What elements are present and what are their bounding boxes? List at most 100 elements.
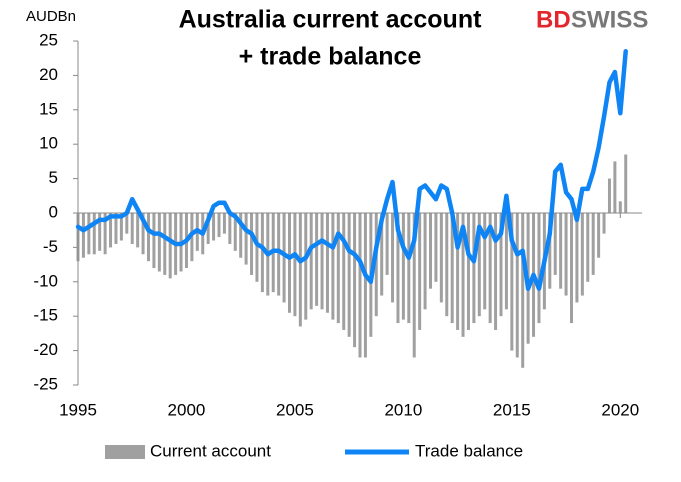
bar bbox=[260, 213, 264, 293]
bar bbox=[206, 213, 210, 244]
bar bbox=[521, 213, 525, 368]
bar bbox=[412, 213, 416, 358]
bar bbox=[385, 213, 389, 275]
x-tick-label: 2010 bbox=[384, 400, 422, 419]
bar bbox=[445, 213, 449, 317]
bar bbox=[396, 213, 400, 324]
bar bbox=[358, 213, 362, 358]
bar bbox=[168, 213, 172, 279]
bar bbox=[472, 213, 476, 324]
bar bbox=[277, 213, 281, 296]
bar bbox=[456, 213, 460, 330]
bar bbox=[461, 213, 465, 337]
bar bbox=[423, 213, 427, 310]
bar bbox=[309, 213, 313, 310]
bar bbox=[510, 213, 514, 351]
bar bbox=[575, 213, 579, 303]
bar bbox=[239, 213, 243, 258]
bar bbox=[244, 213, 248, 265]
bar bbox=[607, 178, 611, 213]
bar bbox=[391, 213, 395, 303]
x-tick-label: 2000 bbox=[168, 400, 206, 419]
y-tick-label: -5 bbox=[43, 237, 58, 256]
bar bbox=[125, 213, 129, 234]
bar bbox=[564, 213, 568, 296]
bar bbox=[87, 213, 91, 255]
bar bbox=[483, 213, 487, 310]
bar bbox=[92, 213, 96, 255]
bar bbox=[466, 213, 470, 330]
bar bbox=[114, 213, 118, 244]
bar bbox=[325, 213, 329, 313]
y-tick-label: 20 bbox=[39, 65, 58, 84]
logo: BD bbox=[536, 6, 571, 33]
bar bbox=[597, 213, 601, 258]
bar bbox=[255, 213, 259, 282]
bar bbox=[602, 213, 606, 234]
bar bbox=[163, 213, 167, 275]
bar bbox=[315, 213, 319, 306]
legend-label: Current account bbox=[150, 441, 271, 460]
bar bbox=[537, 213, 541, 324]
bar bbox=[570, 213, 573, 324]
y-tick-label: 0 bbox=[49, 202, 58, 221]
y-tick-label: -20 bbox=[33, 340, 58, 359]
bar bbox=[98, 213, 102, 251]
legend-swatch bbox=[105, 445, 145, 459]
y-axis-label: AUDBn bbox=[26, 8, 76, 25]
bar bbox=[580, 213, 584, 296]
bar bbox=[429, 213, 432, 289]
bar bbox=[515, 213, 519, 358]
x-tick-label: 2005 bbox=[276, 400, 314, 419]
bar bbox=[228, 213, 232, 244]
bar bbox=[401, 213, 405, 320]
bar bbox=[353, 213, 357, 348]
bar bbox=[624, 154, 628, 213]
y-tick-label: 15 bbox=[39, 99, 58, 118]
bar bbox=[157, 213, 161, 272]
bar bbox=[81, 213, 85, 258]
bar bbox=[109, 213, 113, 248]
bar bbox=[407, 213, 411, 324]
bar bbox=[141, 213, 145, 255]
bar bbox=[288, 213, 291, 313]
bar bbox=[320, 213, 324, 310]
bar bbox=[331, 213, 335, 320]
x-tick-label: 2015 bbox=[493, 400, 531, 419]
y-tick-label: 10 bbox=[39, 134, 58, 153]
bar bbox=[363, 213, 367, 358]
chart-title: Australia current account bbox=[179, 6, 483, 34]
legend-label: Trade balance bbox=[415, 441, 523, 460]
y-tick-label: -15 bbox=[33, 306, 58, 325]
bar bbox=[380, 213, 384, 296]
bar bbox=[488, 213, 492, 324]
bar bbox=[374, 213, 378, 317]
bar bbox=[217, 213, 221, 238]
bar bbox=[494, 213, 498, 330]
bar bbox=[152, 213, 156, 269]
bar bbox=[559, 213, 563, 289]
bar bbox=[434, 213, 438, 282]
bar bbox=[293, 213, 297, 317]
bar bbox=[250, 213, 254, 275]
x-tick-label: 1995 bbox=[59, 400, 97, 419]
bar bbox=[304, 213, 308, 320]
bar bbox=[233, 213, 237, 251]
bar bbox=[548, 213, 552, 289]
line bbox=[75, 49, 628, 291]
bar bbox=[222, 213, 226, 234]
logo: SWISS bbox=[571, 6, 648, 33]
bar bbox=[591, 213, 595, 275]
bar bbox=[282, 213, 286, 303]
y-tick-label: 25 bbox=[39, 30, 58, 49]
bar bbox=[618, 201, 622, 213]
bar bbox=[298, 213, 302, 327]
bar bbox=[499, 213, 503, 317]
bar bbox=[347, 213, 351, 337]
bar bbox=[130, 213, 134, 244]
bar bbox=[439, 213, 443, 303]
y-tick-label: -10 bbox=[33, 271, 58, 290]
bar bbox=[553, 213, 557, 275]
bar bbox=[119, 213, 123, 241]
